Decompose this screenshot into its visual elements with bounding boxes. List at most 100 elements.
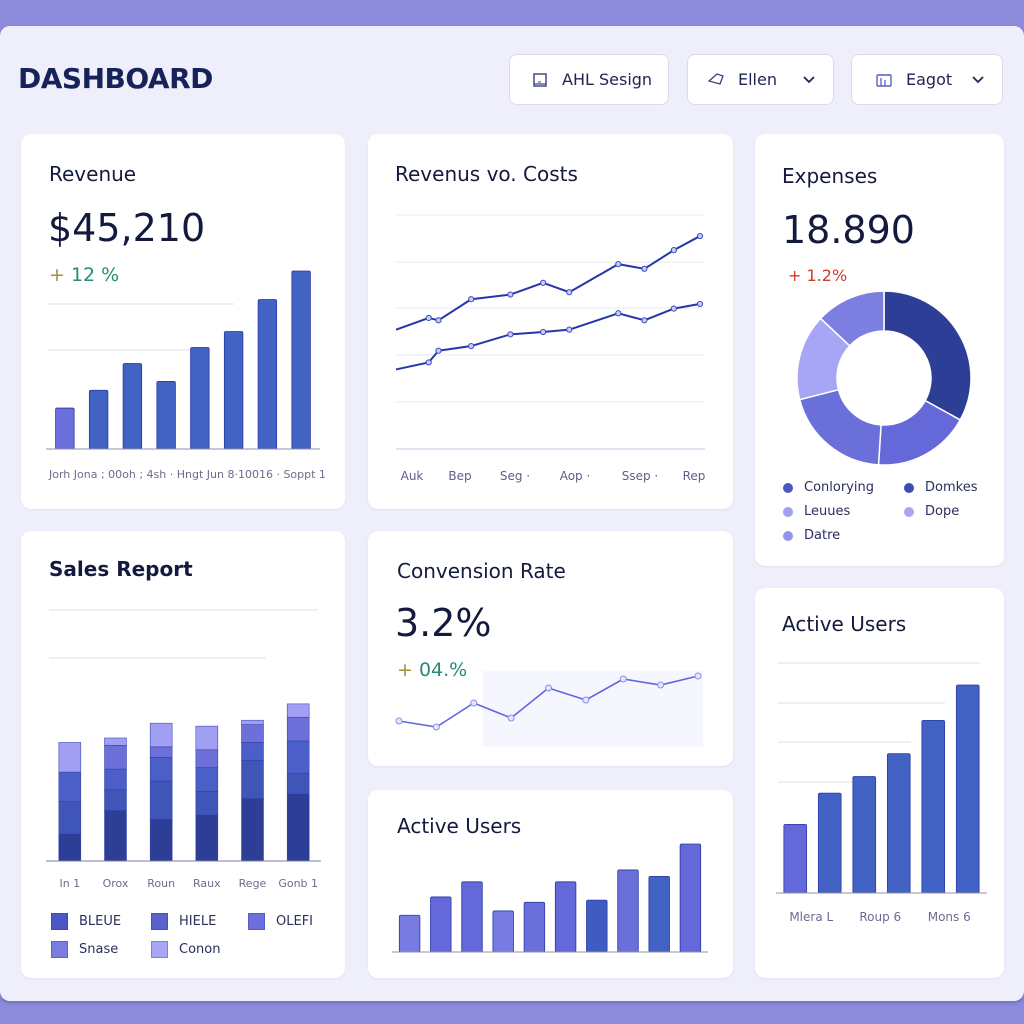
legend-item: Conlorying xyxy=(783,480,874,495)
bar xyxy=(257,299,278,450)
legend-swatch xyxy=(783,530,793,541)
data-point xyxy=(641,265,648,272)
header-dropdown-ellen-label: Ellen xyxy=(738,70,777,89)
x-tick-label: Auk xyxy=(401,469,424,483)
x-tick-label: Orox xyxy=(103,877,129,890)
legend-swatch xyxy=(783,482,793,493)
x-tick-label: Bep xyxy=(448,469,471,483)
data-point xyxy=(566,326,573,333)
legend-label: Snase xyxy=(79,942,119,957)
x-tick-label: Raux xyxy=(193,877,221,890)
sales-report-title: Sales Report xyxy=(49,557,193,581)
conversion-rate-value: 3.2% xyxy=(395,601,492,645)
bar xyxy=(586,899,608,953)
data-point xyxy=(395,717,403,725)
sales-report-card: Sales Report In 1 Orox Roun Raux Rege Gonb 1 … xyxy=(21,531,345,978)
x-tick-label: Rege xyxy=(239,877,267,890)
legend-label: Conon xyxy=(179,942,221,957)
revenue-card: Revenue $45,210 + 12 % Jorh Jona ; 00oh … xyxy=(21,134,345,509)
bar xyxy=(156,380,176,450)
legend-item: Conon xyxy=(151,941,220,958)
legend-label: Domkes xyxy=(925,480,978,495)
bar xyxy=(398,914,421,953)
data-point xyxy=(545,684,552,692)
legend-swatch xyxy=(151,941,168,958)
dashboard-logo: DASHBOARD xyxy=(18,62,213,95)
header-button-design-label: AHL Sesign xyxy=(562,70,653,89)
chevron-down-icon xyxy=(970,71,986,87)
data-point xyxy=(470,699,478,707)
bar xyxy=(523,901,546,953)
active-users-right-bar-chart: Mlera L Roup 6 Mons 6 xyxy=(776,662,987,924)
line-costs xyxy=(395,302,701,371)
delta-value: 04.% xyxy=(418,659,468,681)
stacked-segment-conon xyxy=(241,719,264,725)
bar xyxy=(886,753,911,894)
legend-swatch xyxy=(51,913,68,930)
delta-value: 12 % xyxy=(70,264,120,286)
document-icon xyxy=(530,70,550,90)
bar xyxy=(291,270,311,450)
legend-item: OLEFI xyxy=(248,913,313,930)
data-point xyxy=(507,714,515,722)
legend-item: HIELE xyxy=(151,913,216,930)
data-point xyxy=(696,300,704,308)
donut-slice xyxy=(819,290,885,347)
data-point xyxy=(619,675,627,683)
legend-label: Datre xyxy=(804,528,841,543)
legend-item: Domkes xyxy=(904,480,977,495)
data-point xyxy=(507,291,514,298)
delta-sign: + xyxy=(397,659,413,681)
stacked-segment-conon xyxy=(195,725,219,751)
sales-stacked-bar-chart: In 1 Orox Roun Raux Rege Gonb 1 xyxy=(46,609,321,890)
expenses-title: Expenses xyxy=(782,164,878,188)
bar xyxy=(88,389,109,450)
tag-icon xyxy=(706,70,726,90)
conversion-line-chart xyxy=(395,671,703,747)
data-point xyxy=(468,296,475,303)
bar xyxy=(430,896,452,953)
legend-label: Leuues xyxy=(804,504,851,519)
data-point xyxy=(468,342,475,350)
header-dropdown-eagot-label: Eagot xyxy=(906,70,953,89)
data-point xyxy=(670,247,677,254)
expenses-delta: + 1.2% xyxy=(788,266,847,285)
donut-slice xyxy=(883,290,972,421)
legend-item: Dope xyxy=(904,504,959,519)
bar xyxy=(921,719,946,894)
bar xyxy=(55,407,75,450)
x-tick-label: Rep xyxy=(683,469,706,483)
data-point xyxy=(694,672,702,680)
bar xyxy=(617,869,639,953)
data-point xyxy=(582,696,590,704)
data-point xyxy=(657,681,665,689)
bar xyxy=(461,881,483,953)
data-point xyxy=(615,261,622,268)
conversion-rate-delta: + 04.% xyxy=(397,659,467,681)
header-dropdown-ellen[interactable]: Ellen xyxy=(687,54,834,105)
legend-label: Dope xyxy=(925,504,960,519)
revenue-vs-costs-line-chart: Auk Bep Seg · Aop · Ssep · Rep xyxy=(395,214,706,483)
legend-swatch xyxy=(151,913,168,930)
header-button-design[interactable]: AHL Sesign xyxy=(509,54,669,105)
legend-swatch xyxy=(783,506,793,517)
header-dropdown-eagot[interactable]: Eagot xyxy=(851,54,1003,105)
legend-label: Conlorying xyxy=(804,480,874,495)
legend-item: BLEUE xyxy=(51,913,121,930)
legend-swatch xyxy=(248,913,265,930)
legend-label: HIELE xyxy=(179,914,217,929)
bar xyxy=(648,876,670,953)
legend-item: Leuues xyxy=(783,504,850,519)
bar xyxy=(554,881,577,953)
x-tick-label: Roup 6 xyxy=(859,910,901,924)
report-icon xyxy=(874,70,894,90)
x-tick-label: Roun xyxy=(147,877,175,890)
stacked-segment-conon xyxy=(149,722,173,748)
expenses-donut-chart xyxy=(796,290,972,466)
active-users-mid-bar-chart xyxy=(392,843,708,953)
legend-swatch xyxy=(51,941,68,958)
active-users-right-title: Active Users xyxy=(782,612,907,636)
bar xyxy=(817,792,842,894)
bar xyxy=(852,776,877,894)
bar xyxy=(190,347,210,450)
